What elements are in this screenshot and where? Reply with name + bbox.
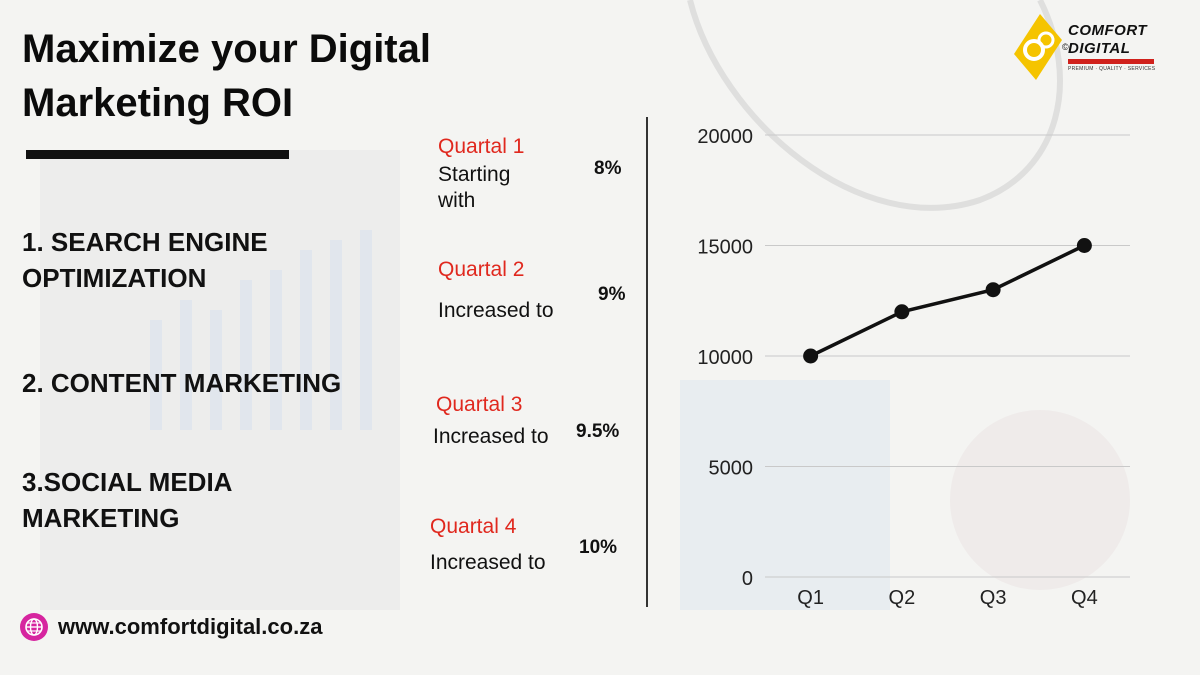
data-point [985, 282, 1001, 298]
globe-icon [20, 613, 48, 641]
y-tick-label: 5000 [709, 458, 754, 480]
website-url[interactable]: www.comfortdigital.co.za [58, 614, 323, 639]
x-tick-label: Q4 [1071, 587, 1098, 609]
list-item-social-media: 3.SOCIAL MEDIA MARKETING [22, 467, 232, 533]
logo-red-bar [1068, 59, 1154, 64]
section-divider [646, 117, 648, 607]
logo-registered-mark: © [1062, 42, 1069, 52]
quarter-1-label: Quartal 1 [438, 135, 525, 158]
logo-text-line1: COMFORT [1068, 22, 1148, 39]
quarter-1-percent: 8% [594, 158, 622, 179]
logo-text-line2: DIGITAL [1068, 40, 1131, 57]
quarter-4-percent: 10% [579, 537, 618, 558]
x-tick-label: Q3 [980, 587, 1007, 609]
website-link[interactable]: www.comfortdigital.co.za [20, 613, 322, 641]
quarter-4-description: Increased to [430, 551, 546, 574]
quarter-1-description: Starting with [438, 163, 511, 212]
quarter-4-label: Quartal 4 [430, 515, 517, 538]
page-title: Maximize your Digital Marketing ROI [22, 27, 431, 125]
y-tick-label: 15000 [697, 237, 753, 259]
quarter-3-description: Increased to [433, 425, 549, 448]
quarter-3-label: Quartal 3 [436, 393, 523, 416]
y-tick-label: 20000 [697, 126, 753, 148]
list-item-content-marketing: 2. CONTENT MARKETING [22, 368, 342, 398]
x-tick-label: Q2 [889, 587, 916, 609]
x-tick-label: Q1 [797, 587, 824, 609]
logo-tagline: PREMIUM · QUALITY · SERVICES [1068, 66, 1156, 72]
data-point [803, 348, 819, 364]
quarter-2-percent: 9% [598, 284, 626, 305]
y-tick-label: 0 [742, 568, 753, 590]
y-tick-label: 10000 [697, 347, 753, 369]
quarter-2-label: Quartal 2 [438, 258, 525, 281]
cd-logo-icon [1014, 14, 1062, 80]
data-point [894, 304, 910, 320]
series-line [809, 243, 1086, 358]
list-item-seo: 1. SEARCH ENGINE OPTIMIZATION [22, 227, 268, 293]
quarter-2-description: Increased to [438, 299, 554, 322]
quarter-3-percent: 9.5% [576, 421, 620, 442]
data-point [1076, 238, 1092, 253]
line-chart: 0 5000 10000 15000 20000 Q1 Q2 Q3 Q4 [697, 126, 1130, 609]
company-logo: COMFORT © DIGITAL PREMIUM · QUALITY · SE… [1010, 10, 1175, 82]
title-underline [26, 150, 289, 159]
